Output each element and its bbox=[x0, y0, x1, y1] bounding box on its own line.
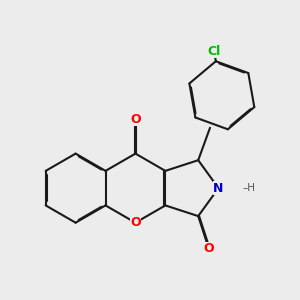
Text: N: N bbox=[213, 182, 224, 195]
Text: O: O bbox=[204, 242, 214, 256]
Text: O: O bbox=[130, 112, 141, 126]
Text: O: O bbox=[130, 216, 141, 229]
Text: –H: –H bbox=[243, 183, 256, 193]
Text: Cl: Cl bbox=[207, 44, 221, 58]
